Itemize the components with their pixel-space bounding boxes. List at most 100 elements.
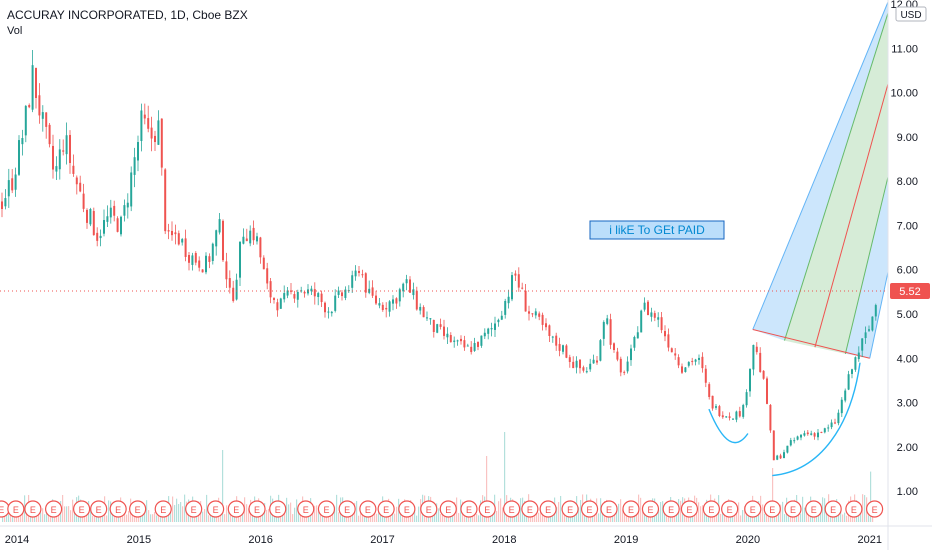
earnings-marker-label: E [254,505,260,515]
volume-bar [140,515,142,522]
volume-bar [360,513,362,522]
volume-bar [762,504,764,522]
volume-bar [252,510,254,522]
volume-bar [402,513,404,522]
candle-body [630,348,632,361]
volume-bar [594,513,596,522]
volume-bar [642,506,644,522]
earnings-marker [269,500,287,518]
candle-body [4,198,7,207]
candle-body [154,135,156,143]
volume-bar [780,504,782,522]
candle-body [691,360,694,362]
volume-bar [288,504,290,522]
candle-body [405,279,408,284]
candle-body [460,338,462,342]
candle-body [412,289,415,296]
volume-bar [742,510,744,522]
earnings-marker-label: E [628,505,634,515]
volume-bar [124,509,126,522]
candle-body [874,305,877,317]
candle-body [45,112,48,127]
earnings-marker [580,500,599,518]
volume-label[interactable]: Vol [7,25,23,37]
candle-body [262,257,265,270]
candle-body [466,345,469,347]
candle-body [426,317,428,319]
volume-bar [294,507,296,522]
candles [1,50,877,461]
candle-body [779,455,782,459]
candle-body [541,314,544,325]
candle-body [269,281,272,298]
candle-body [327,311,330,313]
volume-bar [824,498,826,522]
volume-bar [486,456,488,522]
candle-body [844,390,847,401]
candle-body [677,357,680,366]
earnings-marker-label: E [233,505,239,515]
volume-bar [276,513,278,522]
volume-bar [66,506,68,522]
candle-body [443,326,445,336]
earnings-marker [297,500,315,518]
x-tick-label: 2021 [857,534,881,546]
y-tick-label: 2.00 [897,442,918,454]
volume-bar [228,507,230,522]
candle-body [667,334,670,348]
candle-body [385,307,388,310]
candle-body [480,335,483,346]
candle-body [296,291,299,300]
candle-body [786,445,789,453]
volume-bar [844,512,846,522]
volume-bar [306,514,308,522]
volume-bar [408,515,410,522]
volume-bar [614,513,616,522]
cup-curve [708,408,749,444]
volume-bar [720,513,722,522]
earnings-marker-label: E [51,505,57,515]
candle-body [371,287,374,296]
volume-bar [106,515,108,522]
candle-body [487,328,490,334]
candle-body [235,279,238,300]
volume-bar [772,468,774,522]
volume-bar [144,508,146,522]
y-tick-label: 6.00 [897,265,918,277]
earnings-marker [248,500,266,518]
y-tick-label: 9.00 [897,132,918,144]
candle-body [633,336,636,348]
volume-bar [788,515,790,522]
candle-body [364,273,367,293]
volume-bar [504,432,506,522]
drawings: i likE To GEt PAID [0,220,888,477]
earnings-marker-label: E [213,505,219,515]
candle-body [358,270,360,273]
candle-body [215,230,218,247]
earnings-marker [439,500,457,518]
volume-bar [738,502,740,522]
candle-body [871,316,874,331]
volume-bar [702,505,704,522]
x-tick-label: 2016 [248,534,272,546]
volume-bar [418,506,420,522]
candle-body [65,135,68,155]
candle-body [643,302,646,310]
volume-bar [362,514,364,522]
candle-body [31,65,34,110]
candle-body [432,319,435,332]
candle-body [52,145,54,170]
candle-body [113,205,116,216]
earnings-marker-label: E [404,505,410,515]
volume-bar [396,506,398,522]
candle-body [806,432,809,435]
volume-bar [564,514,566,522]
volume-bar [296,499,298,522]
symbol-title[interactable]: ACCURAY INCORPORATED, 1D, Cboe BZX [7,8,248,22]
volume-bar [520,498,522,522]
candle-body [647,301,649,316]
candle-body [721,415,724,418]
candle-body [834,422,836,424]
